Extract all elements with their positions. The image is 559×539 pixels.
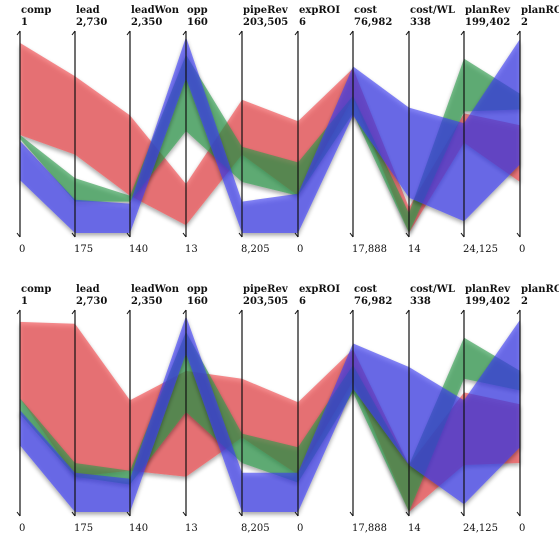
axis-max-label: 160 [187, 296, 208, 307]
axis-name-label: expROI [299, 5, 340, 16]
axis-min-label: 0 [297, 523, 303, 534]
parallel-chart-top-svg: comp10lead2,730175leadWon2,350140opp1601… [0, 0, 559, 260]
axis-max-label: 6 [299, 17, 306, 28]
axis-name-label: planROI [521, 284, 559, 295]
series-bands [20, 316, 520, 512]
axis-max-label: 2,730 [76, 17, 107, 28]
parallel-chart-bottom: comp 1 0 lead 2,730 175 leadWon 2,350 140 opp 160 1… [0, 279, 559, 539]
axis-max-label: 160 [187, 17, 208, 28]
axis-max-label: 199,402 [465, 17, 510, 28]
axis-min-label: 0 [519, 244, 525, 255]
axis-name-label: cost/WL [410, 5, 455, 16]
axis-name-label: cost [354, 5, 377, 16]
axis-min-label: 24,125 [463, 523, 498, 534]
axis-max-label: 203,505 [243, 296, 288, 307]
axis-max-label: 76,982 [354, 296, 392, 307]
axis-name-label: lead [76, 284, 100, 295]
axis-name-label: expROI [299, 284, 340, 295]
axis-max-label: 2 [521, 296, 528, 307]
axis-min-label: 24,125 [463, 244, 498, 255]
axis-max-label: 76,982 [354, 17, 392, 28]
axis-min-label: 17,888 [352, 523, 387, 534]
axis-max-label: 203,505 [243, 17, 288, 28]
axis-max-label: 338 [410, 17, 431, 28]
axis-name-label: comp [21, 5, 51, 16]
axis-name-label: cost [354, 284, 377, 295]
axis-name-label: leadWon [131, 5, 180, 16]
axis-name-label: leadWon [131, 284, 180, 295]
axis-min-label: 140 [129, 523, 148, 534]
axis-name-label: opp [187, 284, 208, 295]
axis-name-label: lead [76, 5, 100, 16]
axis-name-label: comp [21, 284, 51, 295]
axis-name-label: pipeRev [243, 284, 289, 295]
axis-max-label: 1 [21, 296, 28, 307]
axis-min-label: 0 [19, 244, 25, 255]
axis-min-label: 0 [519, 523, 525, 534]
axis-min-label: 14 [408, 244, 421, 255]
axis-max-label: 338 [410, 296, 431, 307]
axis-min-label: 14 [408, 523, 421, 534]
axis-name-label: planROI [521, 5, 559, 16]
axis-min-label: 0 [297, 244, 303, 255]
axis-max-label: 2,350 [131, 296, 162, 307]
axis-min-label: 140 [129, 244, 148, 255]
axis-max-label: 6 [299, 296, 306, 307]
axis-min-label: 0 [19, 523, 25, 534]
axis-max-label: 2,350 [131, 17, 162, 28]
axis-max-label: 2,730 [76, 296, 107, 307]
axis-min-label: 175 [74, 523, 93, 534]
axis-min-label: 17,888 [352, 244, 387, 255]
axis-name-label: cost/WL [410, 284, 455, 295]
axis-max-label: 1 [21, 17, 28, 28]
axis-min-label: 13 [185, 244, 198, 255]
axis-max-label: 2 [521, 17, 528, 28]
axis-9: planROI2 0 [517, 284, 559, 534]
parallel-chart-top: comp 1 0 lead 2,730 175 leadWon 2,350 140 opp 160 1… [0, 0, 559, 260]
series-bands [20, 37, 520, 233]
axis-min-label: 175 [74, 244, 93, 255]
axis-min-label: 8,205 [241, 523, 270, 534]
axis-name-label: pipeRev [243, 5, 289, 16]
parallel-chart-bottom-svg: comp10lead2,730175leadWon2,350140opp1601… [0, 279, 559, 539]
axis-min-label: 8,205 [241, 244, 270, 255]
axis-name-label: planRev [465, 284, 511, 295]
axis-9: planROI2 0 [517, 5, 559, 255]
axis-name-label: opp [187, 5, 208, 16]
axis-name-label: planRev [465, 5, 511, 16]
axis-max-label: 199,402 [465, 296, 510, 307]
axis-min-label: 13 [185, 523, 198, 534]
